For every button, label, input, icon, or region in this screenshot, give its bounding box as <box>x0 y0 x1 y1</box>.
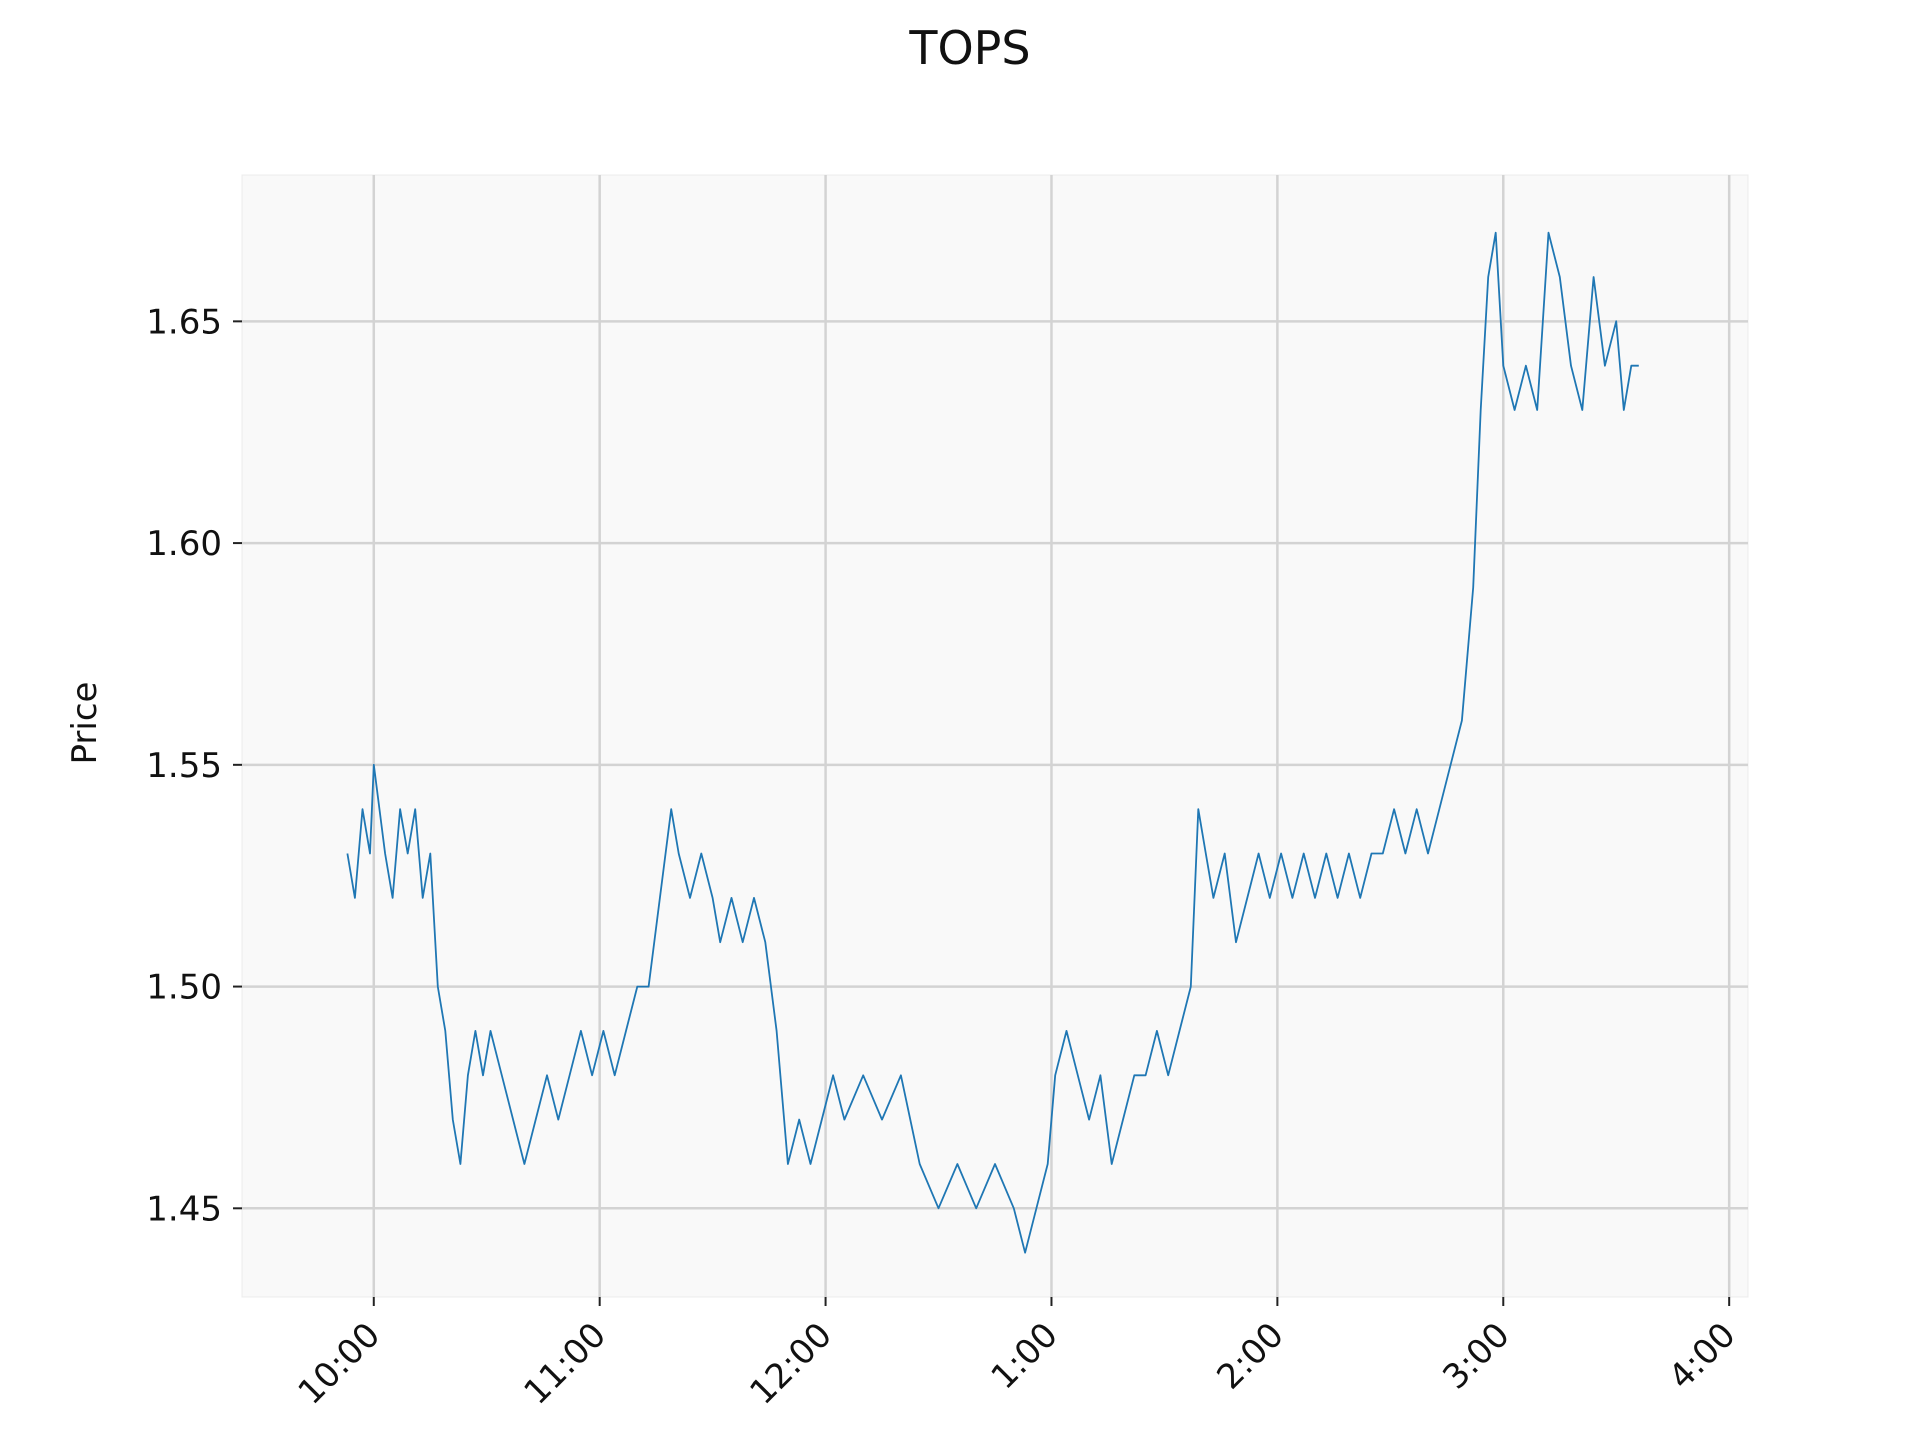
y-tick-label: 1.60 <box>146 524 222 564</box>
price-series-line <box>346 231 1639 1254</box>
x-tick-label: 4:00 <box>1661 1315 1743 1397</box>
x-tick-label: 1:00 <box>984 1315 1066 1397</box>
x-tick-label: 2:00 <box>1209 1315 1291 1397</box>
plot-area <box>241 174 1749 1298</box>
y-axis-label: Price <box>65 682 105 765</box>
y-tick-label: 1.65 <box>146 302 222 342</box>
x-tick-label: 10:00 <box>291 1315 389 1413</box>
series-layer <box>346 231 1639 1254</box>
x-tick-label: 12:00 <box>742 1315 840 1413</box>
x-tick-label: 3:00 <box>1435 1315 1517 1397</box>
y-tick-label: 1.45 <box>146 1189 222 1229</box>
chart-title: TOPS <box>908 21 1030 75</box>
y-tick-label: 1.50 <box>146 968 222 1008</box>
x-tick-label: 11:00 <box>516 1315 614 1413</box>
y-tick-label: 1.55 <box>146 746 222 786</box>
